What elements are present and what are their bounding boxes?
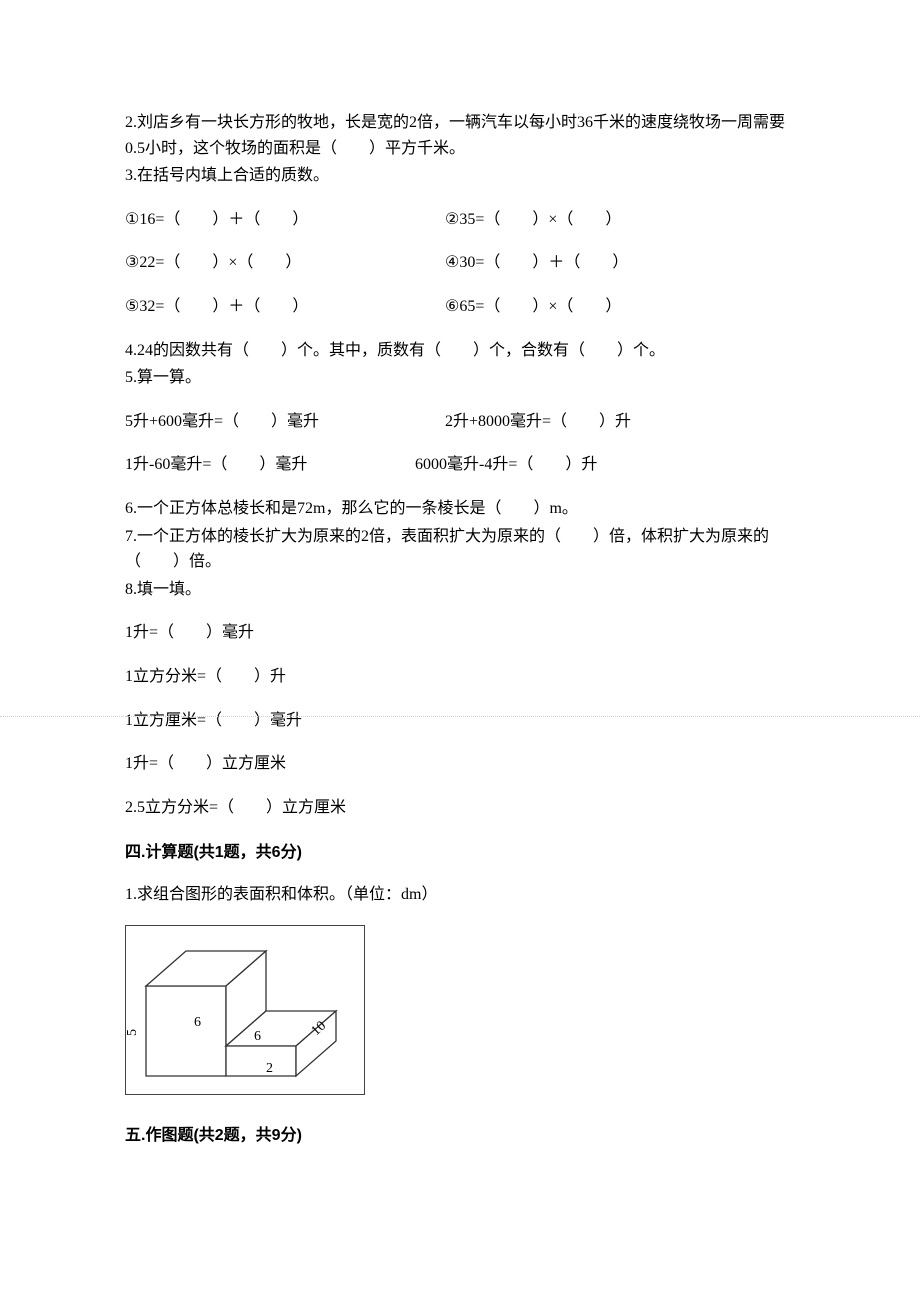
dim-6b: 6 bbox=[254, 1029, 261, 1044]
q3-row1: ①16=（ ）＋（ ） ②35=（ ）×（ ） bbox=[125, 207, 795, 233]
q3-r2r: ④30=（ ）＋（ ） bbox=[445, 250, 795, 276]
q5-intro: 5.算一算。 bbox=[125, 365, 795, 391]
page-hairline bbox=[0, 716, 920, 717]
q8-l5: 2.5立方分米=（ ）立方厘米 bbox=[125, 795, 795, 821]
q3-intro: 3.在括号内填上合适的质数。 bbox=[125, 163, 795, 189]
q3-r3l: ⑤32=（ ）＋（ ） bbox=[125, 294, 445, 320]
q3-r2l: ③22=（ ）×（ ） bbox=[125, 250, 445, 276]
dim-2: 2 bbox=[266, 1061, 273, 1076]
q5-r2l: 1升-60毫升=（ ）毫升 bbox=[125, 452, 415, 478]
q6-text: 6.一个正方体总棱长和是72m，那么它的一条棱长是（ ）m。 bbox=[125, 496, 795, 522]
section4-heading: 四.计算题(共1题，共6分) bbox=[125, 840, 795, 866]
q3-r3r: ⑥65=（ ）×（ ） bbox=[445, 294, 795, 320]
document-content: 2.刘店乡有一块长方形的牧地，长是宽的2倍，一辆汽车以每小时36千米的速度绕牧场… bbox=[125, 110, 795, 1149]
q2-text: 2.刘店乡有一块长方形的牧地，长是宽的2倍，一辆汽车以每小时36千米的速度绕牧场… bbox=[125, 110, 795, 161]
q7-text: 7.一个正方体的棱长扩大为原来的2倍，表面积扩大为原来的（ ）倍，体积扩大为原来… bbox=[125, 524, 795, 575]
q3-row3: ⑤32=（ ）＋（ ） ⑥65=（ ）×（ ） bbox=[125, 294, 795, 320]
section5-heading: 五.作图题(共2题，共9分) bbox=[125, 1123, 795, 1149]
q5-row2: 1升-60毫升=（ ）毫升 6000毫升-4升=（ ）升 bbox=[125, 452, 795, 478]
section4-heading-text: 四.计算题(共1题，共6分) bbox=[125, 844, 302, 861]
q8-l4: 1升=（ ）立方厘米 bbox=[125, 751, 795, 777]
q5-r1r: 2升+8000毫升=（ ）升 bbox=[445, 409, 795, 435]
q5-row1: 5升+600毫升=（ ）毫升 2升+8000毫升=（ ）升 bbox=[125, 409, 795, 435]
dim-5: 5 bbox=[126, 1029, 140, 1036]
q3-r1l: ①16=（ ）＋（ ） bbox=[125, 207, 445, 233]
section5-heading-text: 五.作图题(共2题，共9分) bbox=[125, 1127, 302, 1144]
q4-text: 4.24的因数共有（ ）个。其中，质数有（ ）个，合数有（ ）个。 bbox=[125, 338, 795, 364]
q3-r1r: ②35=（ ）×（ ） bbox=[445, 207, 795, 233]
composite-solid-figure: 5 6 6 2 10 bbox=[125, 925, 365, 1095]
sec4-q1: 1.求组合图形的表面积和体积。（单位：dm） bbox=[125, 882, 795, 908]
q5-r2r: 6000毫升-4升=（ ）升 bbox=[415, 452, 795, 478]
dim-6a: 6 bbox=[194, 1015, 201, 1030]
q5-r1l: 5升+600毫升=（ ）毫升 bbox=[125, 409, 445, 435]
q8-l2: 1立方分米=（ ）升 bbox=[125, 664, 795, 690]
q8-l3: 1立方厘米=（ ）毫升 bbox=[125, 708, 795, 734]
solid-svg: 5 6 6 2 10 bbox=[126, 926, 364, 1094]
q3-row2: ③22=（ ）×（ ） ④30=（ ）＋（ ） bbox=[125, 250, 795, 276]
q8-l1: 1升=（ ）毫升 bbox=[125, 620, 795, 646]
q8-intro: 8.填一填。 bbox=[125, 577, 795, 603]
